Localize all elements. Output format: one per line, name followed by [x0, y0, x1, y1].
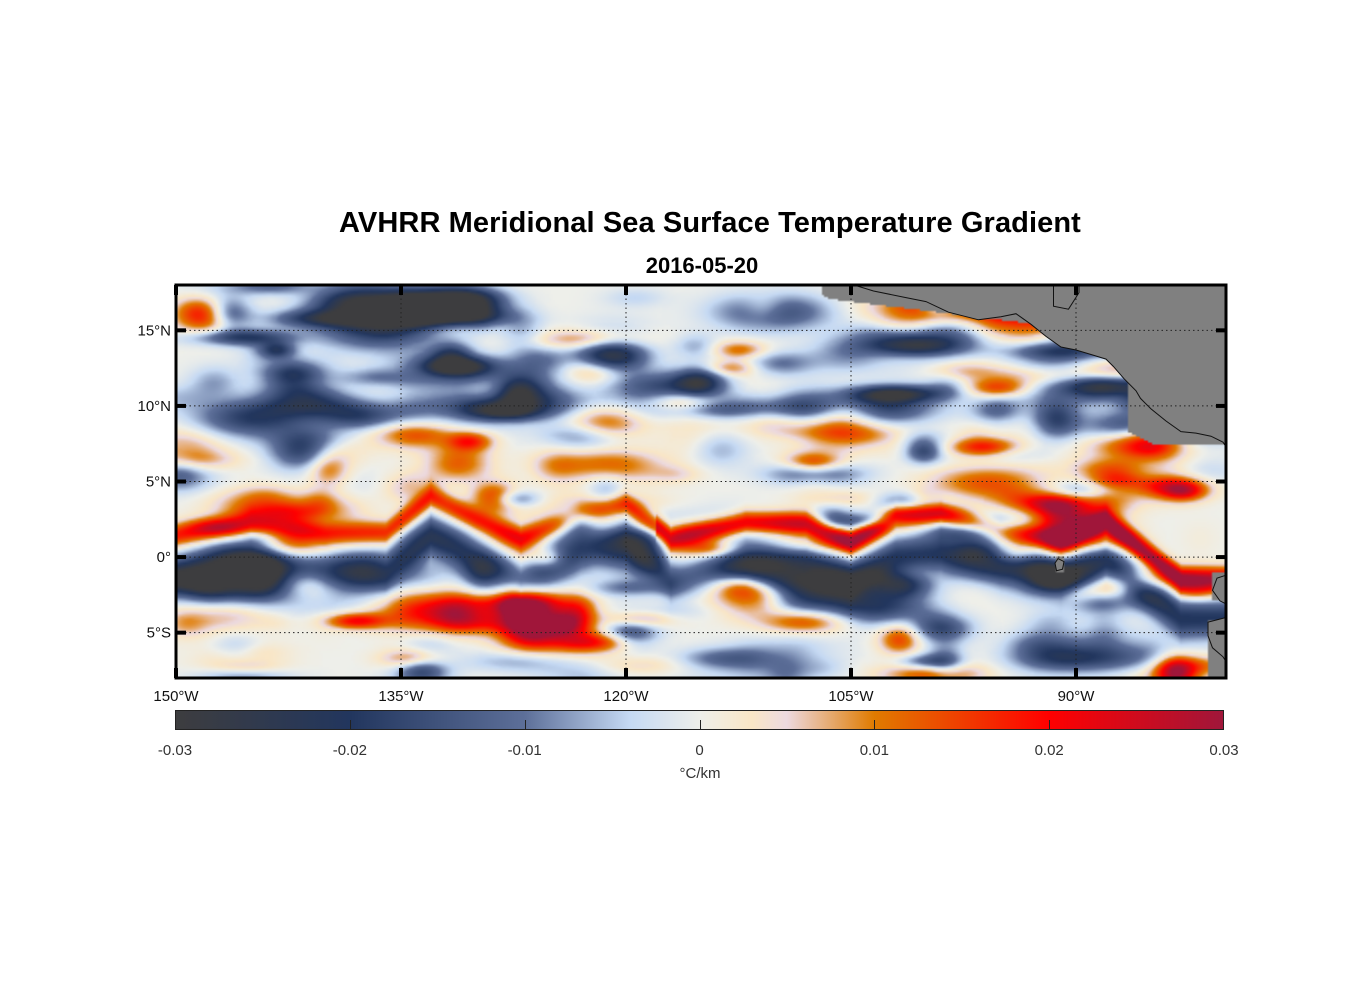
x-tick-labels: 150°W 135°W 120°W 105°W 90°W [153, 688, 1095, 705]
y-tick-label: 10°N [137, 398, 171, 415]
chart-subtitle: 2016-05-20 [645, 253, 759, 278]
colorbar-tick [874, 720, 876, 730]
colorbar-tick-label: 0.02 [1035, 742, 1064, 759]
colorbar-tick [1049, 720, 1051, 730]
x-tick-label: 120°W [603, 688, 649, 705]
chart-title: AVHRR Meridional Sea Surface Temperature… [339, 207, 1081, 239]
y-tick-labels: 15°N 10°N 5°N 0° 5°S [137, 322, 171, 641]
axis-ticks [174, 285, 1226, 678]
colorbar-tick [349, 720, 351, 730]
colorbar-tick [524, 720, 526, 730]
colorbar-tick-label: 0.01 [860, 742, 889, 759]
y-tick-label: 5°S [147, 625, 171, 642]
colorbar-tick [699, 720, 701, 730]
x-tick-label: 150°W [153, 688, 199, 705]
sst-gradient-heatmap [176, 285, 1226, 678]
y-tick-label: 15°N [137, 322, 171, 339]
colorbar-units-label: °C/km [679, 765, 721, 782]
y-tick-label: 5°N [146, 474, 171, 491]
colorbar-tick-label: -0.03 [158, 742, 192, 759]
y-tick-label: 0° [157, 549, 171, 566]
colorbar-tick-label: -0.01 [508, 742, 542, 759]
colorbar-tick-label: -0.02 [333, 742, 367, 759]
colorbar-tick-label: 0.03 [1209, 742, 1238, 759]
x-tick-label: 90°W [1058, 688, 1096, 705]
colorbar-tick-label: 0 [695, 742, 703, 759]
x-tick-label: 135°W [378, 688, 424, 705]
x-tick-label: 105°W [828, 688, 874, 705]
land-galapagos [1054, 557, 1065, 572]
land-central-america [853, 284, 1227, 449]
